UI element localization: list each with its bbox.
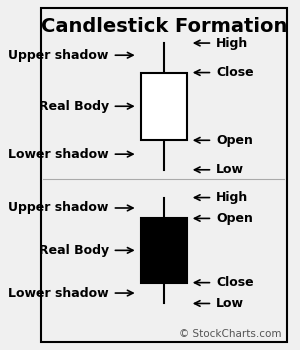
Text: Open: Open — [216, 134, 253, 147]
Text: Candlestick Formation: Candlestick Formation — [40, 17, 287, 36]
Text: Lower shadow: Lower shadow — [8, 148, 109, 161]
Text: Open: Open — [216, 212, 253, 225]
Bar — [141, 218, 187, 283]
Text: Close: Close — [216, 66, 254, 79]
Bar — [141, 72, 187, 140]
Text: Low: Low — [216, 163, 244, 176]
Text: Close: Close — [216, 276, 254, 289]
Text: Real Body: Real Body — [39, 244, 109, 257]
Text: Low: Low — [216, 297, 244, 310]
Text: High: High — [216, 191, 248, 204]
Text: Upper shadow: Upper shadow — [8, 49, 109, 62]
Text: Upper shadow: Upper shadow — [8, 202, 109, 215]
Text: Real Body: Real Body — [39, 100, 109, 113]
Text: Lower shadow: Lower shadow — [8, 287, 109, 300]
Text: High: High — [216, 36, 248, 50]
Text: © StockCharts.com: © StockCharts.com — [179, 329, 281, 339]
